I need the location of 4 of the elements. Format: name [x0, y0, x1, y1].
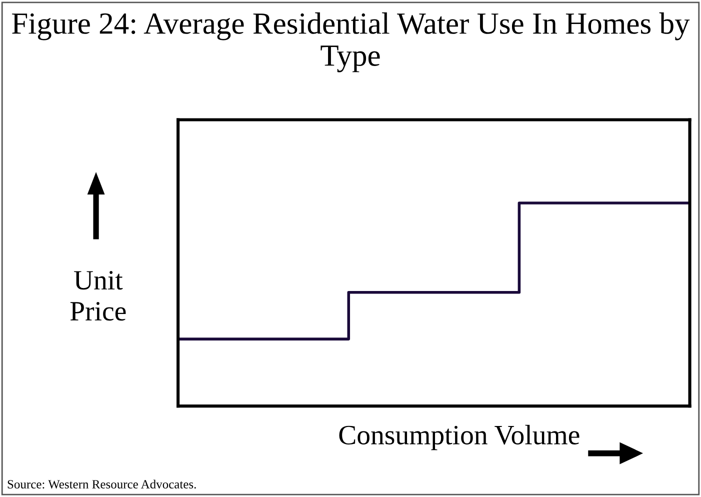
source-note: Source: Western Resource Advocates.: [8, 480, 196, 489]
x-axis-title: Consumption Volume: [339, 424, 580, 450]
chart-title: Figure 24: Average Residential Water Use In Homes by Type: [12, 12, 690, 72]
y-axis-title: Unit Price: [70, 271, 126, 321]
